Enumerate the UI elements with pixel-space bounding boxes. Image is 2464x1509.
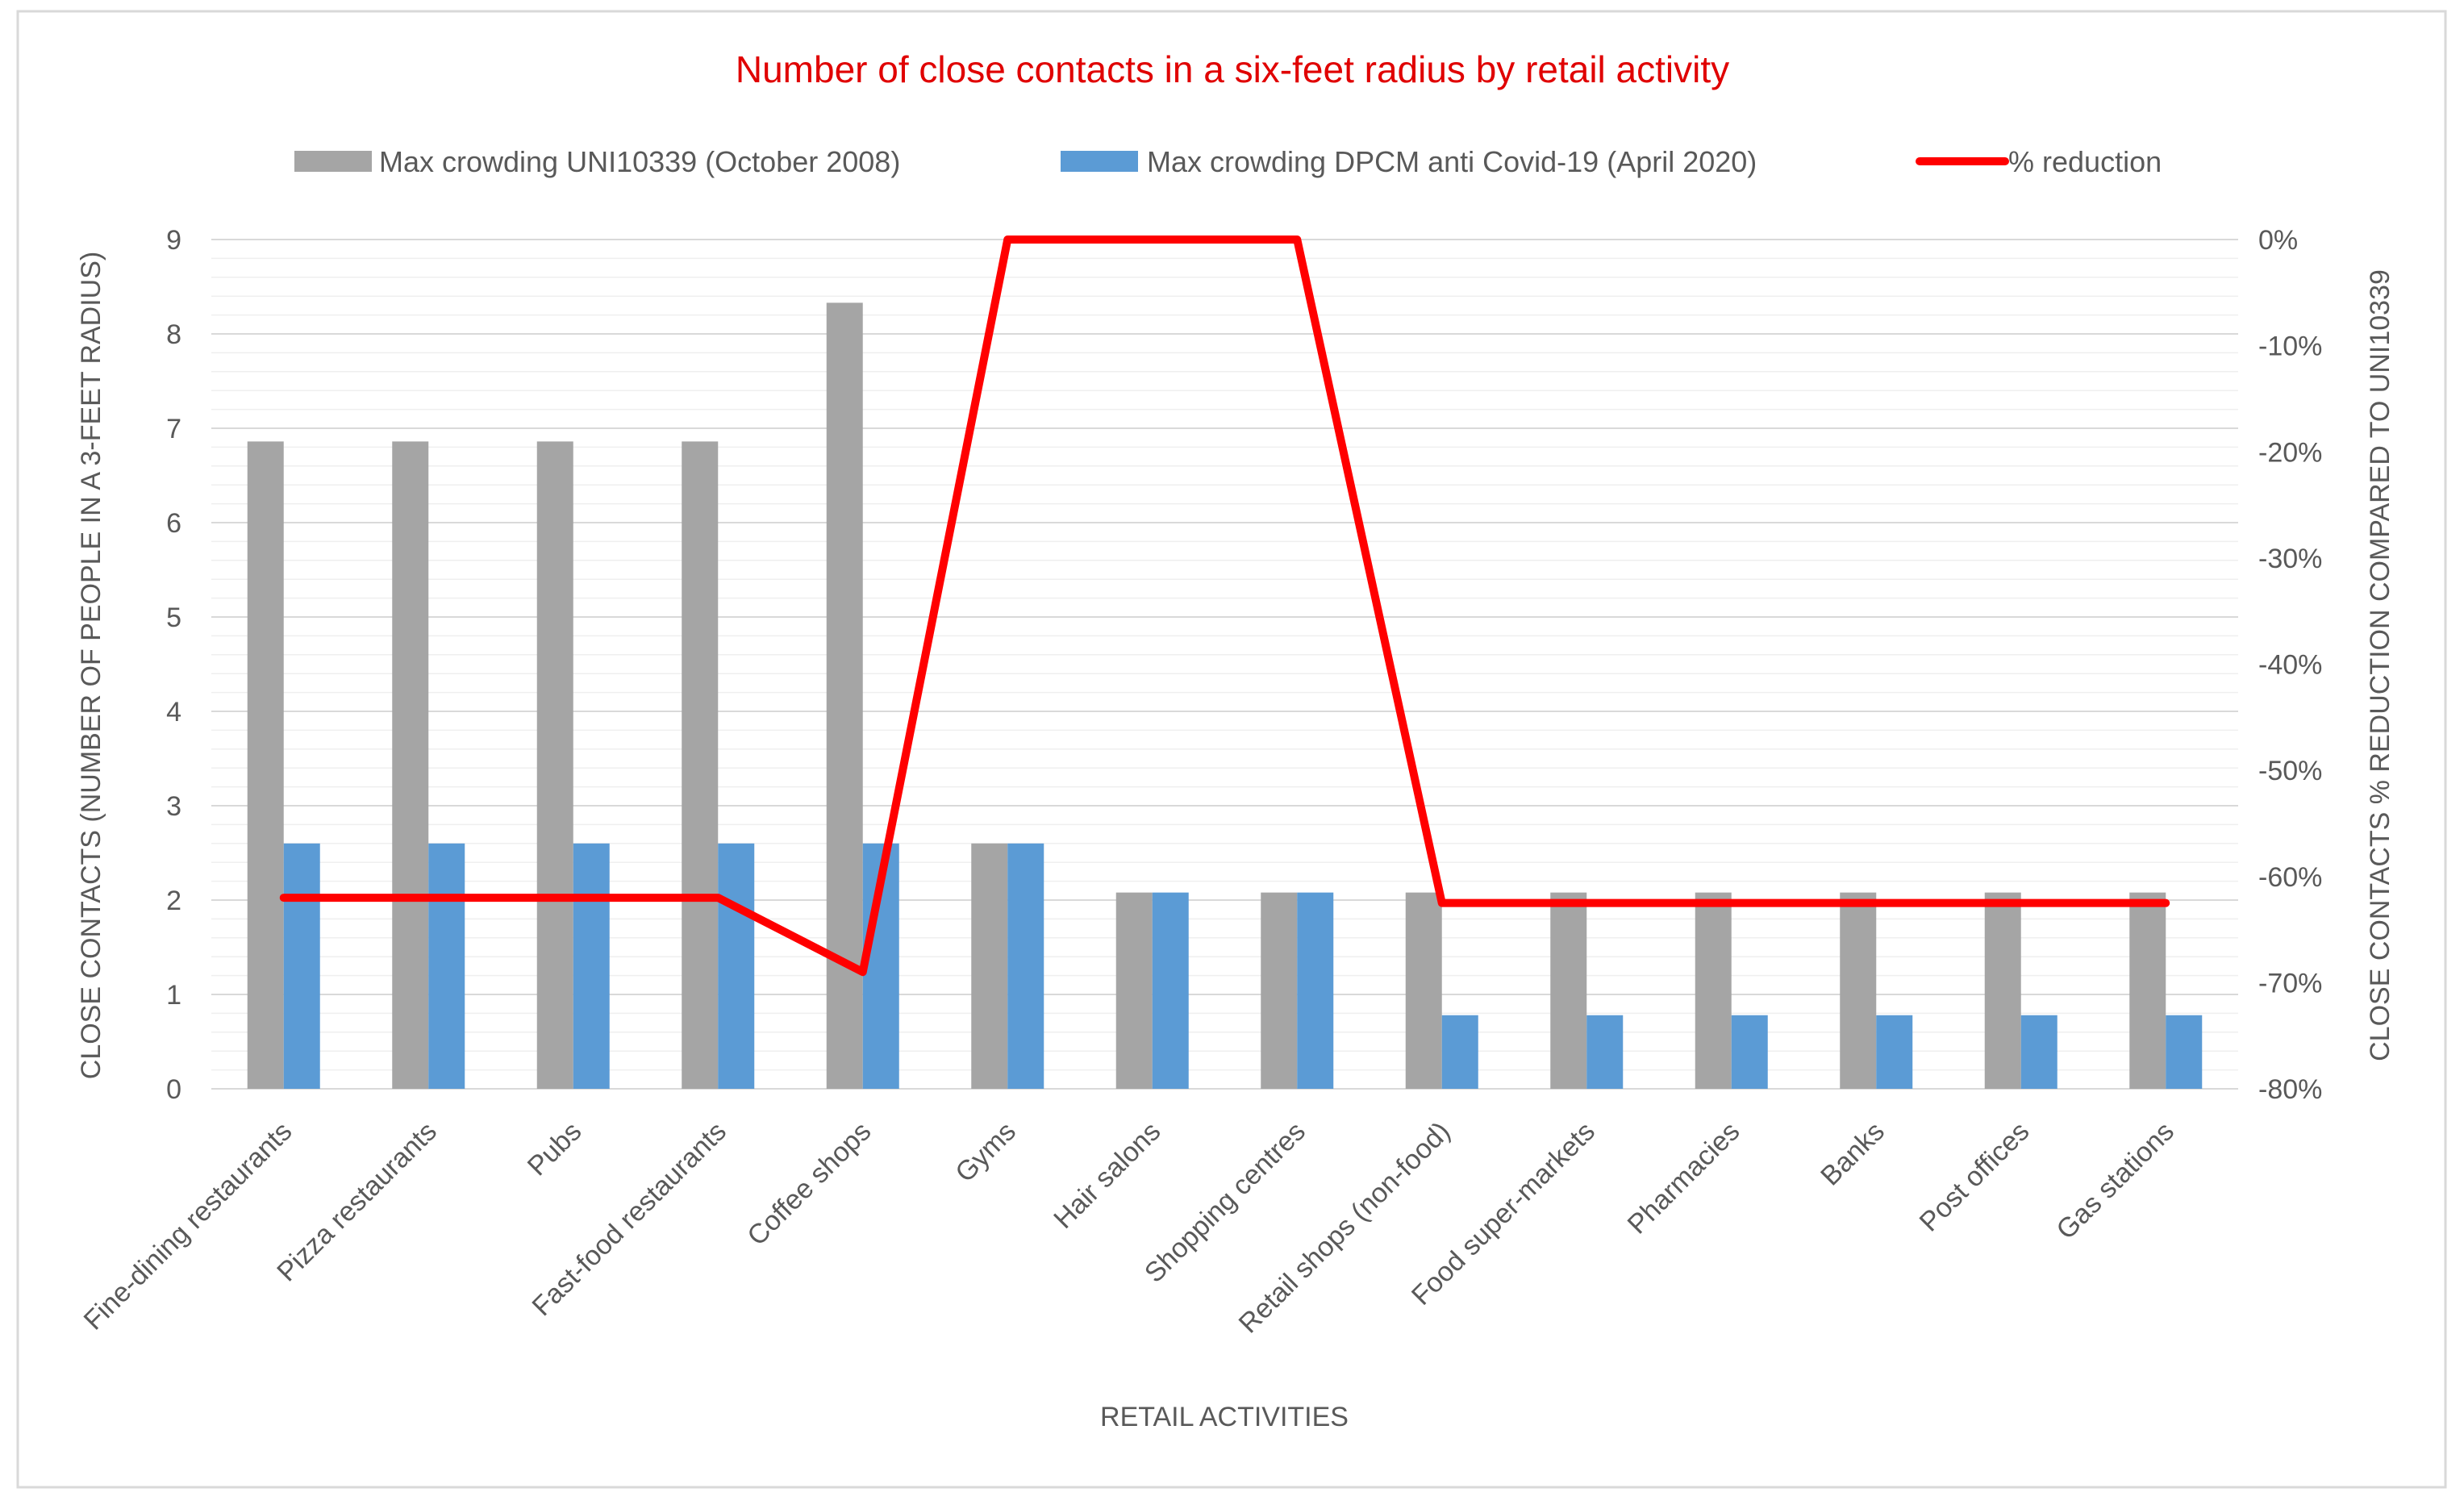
bar-dpcm-covid19: [283, 843, 320, 1089]
y2-tick-label: -20%: [2258, 437, 2322, 468]
bar-uni10339: [1695, 892, 1732, 1089]
legend: Max crowding UNI10339 (October 2008) Max …: [294, 145, 2162, 178]
y2-axis-title: CLOSE CONTACTS % REDUCTION COMPARED TO U…: [2365, 269, 2395, 1061]
y-axis-title: CLOSE CONTACTS (NUMBER OF PEOPLE IN A 3-…: [76, 252, 106, 1079]
y2-tick-label: -50%: [2258, 756, 2322, 786]
bars: [247, 302, 2203, 1089]
bar-uni10339: [1550, 892, 1587, 1089]
bar-dpcm-covid19: [1731, 1015, 1768, 1089]
bar-dpcm-covid19: [1876, 1015, 1913, 1089]
bar-uni10339: [1115, 892, 1153, 1089]
y-tick-label: 3: [166, 791, 181, 822]
y2-tick-label: 0%: [2258, 225, 2298, 256]
bar-dpcm-covid19: [1586, 1015, 1624, 1089]
bar-uni10339: [536, 441, 573, 1089]
y2-tick-label: -40%: [2258, 650, 2322, 681]
bar-dpcm-covid19: [1297, 892, 1334, 1089]
bar-dpcm-covid19: [718, 843, 755, 1089]
bar-uni10339: [1261, 892, 1298, 1089]
bar-dpcm-covid19: [2020, 1015, 2058, 1089]
y-tick-label: 8: [166, 319, 181, 350]
legend-item: Max crowding DPCM anti Covid-19 (April 2…: [1061, 145, 1757, 178]
y-tick-label: 9: [166, 225, 181, 256]
bar-dpcm-covid19: [1441, 1015, 1478, 1089]
bar-dpcm-covid19: [2166, 1015, 2203, 1089]
y-tick-label: 2: [166, 886, 181, 916]
y-tick-label: 4: [166, 697, 181, 727]
bar-dpcm-covid19: [428, 843, 465, 1089]
y2-tick-label: -60%: [2258, 862, 2322, 893]
bar-uni10339: [1840, 892, 1877, 1089]
y2-tick-label: -80%: [2258, 1074, 2322, 1105]
bar-uni10339: [247, 441, 284, 1089]
bar-uni10339: [682, 441, 719, 1089]
reduction-line: [279, 236, 2170, 977]
bar-dpcm-covid19: [1007, 843, 1044, 1089]
y2-tick-label: -10%: [2258, 331, 2322, 362]
legend-item: Max crowding UNI10339 (October 2008): [294, 145, 900, 178]
bar-uni10339: [1984, 892, 2021, 1089]
y2-tick-label: -30%: [2258, 544, 2322, 574]
bar-uni10339: [392, 441, 429, 1089]
y-tick-label: 6: [166, 508, 181, 539]
bar-uni10339: [1405, 892, 1442, 1089]
reduction-series-line: [279, 236, 2170, 977]
legend-swatch: [294, 151, 372, 172]
legend-label: % reduction: [2008, 145, 2162, 178]
y2-tick-label: -70%: [2258, 968, 2322, 998]
bar-uni10339: [971, 843, 1008, 1089]
y-tick-label: 7: [166, 414, 181, 444]
legend-label: Max crowding DPCM anti Covid-19 (April 2…: [1147, 145, 1757, 178]
y-tick-label: 5: [166, 602, 181, 633]
bar-dpcm-covid19: [573, 843, 610, 1089]
bar-dpcm-covid19: [1152, 892, 1189, 1089]
x-axis-title: RETAIL ACTIVITIES: [1100, 1402, 1349, 1432]
y-tick-label: 1: [166, 980, 181, 1011]
y-tick-label: 0: [166, 1074, 181, 1105]
legend-swatch: [1061, 151, 1138, 172]
legend-item: % reduction: [1916, 145, 2162, 178]
chart-title: Number of close contacts in a six-feet r…: [736, 48, 1729, 90]
legend-label: Max crowding UNI10339 (October 2008): [379, 145, 900, 178]
bar-uni10339: [2129, 892, 2166, 1089]
